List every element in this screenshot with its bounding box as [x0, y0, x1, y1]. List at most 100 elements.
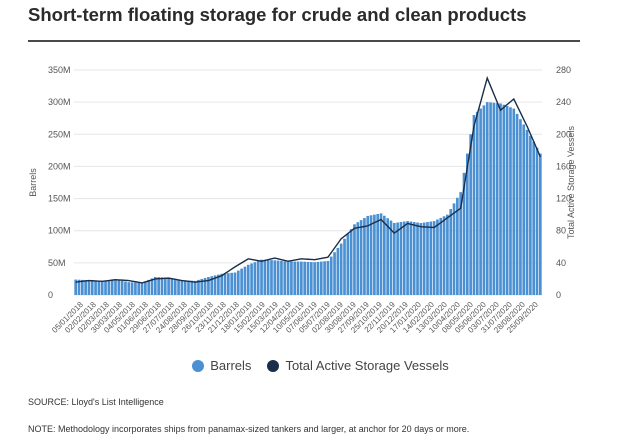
- bar: [283, 261, 287, 295]
- legend-item-vessels[interactable]: Total Active Storage Vessels: [267, 358, 449, 373]
- bar: [270, 260, 273, 296]
- bar: [392, 223, 396, 295]
- bar: [339, 243, 343, 295]
- y2-tick-label: 0: [556, 290, 561, 300]
- bar: [303, 261, 307, 295]
- y-axis-title: Barrels: [28, 168, 38, 197]
- bar: [505, 106, 509, 295]
- y2-tick-label: 40: [556, 258, 566, 268]
- bar: [416, 222, 419, 295]
- bar: [163, 277, 167, 295]
- bar: [124, 281, 127, 295]
- bar: [379, 213, 383, 295]
- bar: [389, 220, 393, 295]
- bar: [319, 261, 323, 295]
- bar: [512, 108, 516, 295]
- bar: [293, 261, 297, 295]
- title-rule: [28, 40, 580, 42]
- y-tick-label: 350M: [48, 65, 71, 75]
- legend-swatch-vessels: [267, 359, 280, 372]
- bar: [472, 115, 476, 295]
- bar: [402, 221, 406, 295]
- legend-item-barrels[interactable]: Barrels: [192, 358, 251, 373]
- bar: [336, 247, 340, 295]
- bar: [117, 280, 121, 295]
- bar: [462, 172, 466, 295]
- bar: [333, 252, 336, 295]
- bar: [220, 273, 224, 295]
- bar: [107, 280, 111, 295]
- bar: [492, 102, 496, 295]
- bar: [329, 256, 333, 295]
- bar: [177, 279, 180, 295]
- bar: [170, 278, 174, 295]
- y2-tick-label: 160: [556, 161, 571, 171]
- bar: [233, 272, 237, 295]
- bar: [140, 282, 144, 295]
- bar: [353, 224, 356, 295]
- bar: [406, 221, 409, 295]
- bar: [386, 218, 389, 295]
- bar: [87, 280, 91, 295]
- bar: [359, 220, 363, 295]
- bar: [522, 124, 526, 295]
- y2-tick-label: 280: [556, 65, 571, 75]
- bar: [137, 282, 141, 296]
- bar: [97, 280, 101, 295]
- bar: [203, 277, 207, 295]
- legend-label-vessels: Total Active Storage Vessels: [285, 358, 449, 373]
- bar: [485, 102, 489, 295]
- bar: [509, 107, 512, 295]
- bar: [94, 280, 97, 295]
- bar: [376, 214, 380, 295]
- bar: [323, 261, 326, 295]
- bar: [236, 270, 240, 295]
- bar: [173, 278, 177, 295]
- bar: [300, 261, 303, 295]
- bar: [217, 274, 220, 295]
- bar: [223, 273, 227, 295]
- y-tick-label: 50M: [48, 258, 66, 268]
- bar: [250, 263, 253, 295]
- bar: [77, 279, 81, 295]
- y-tick-label: 300M: [48, 97, 71, 107]
- bar: [104, 280, 107, 295]
- bar: [230, 272, 233, 295]
- bar: [243, 266, 247, 295]
- bar: [296, 261, 300, 295]
- bar: [187, 280, 190, 295]
- bar: [515, 113, 519, 296]
- bar: [210, 276, 214, 295]
- y2-tick-label: 240: [556, 97, 571, 107]
- bar: [419, 223, 423, 295]
- bar: [197, 279, 200, 295]
- bar: [366, 215, 370, 295]
- bar: [273, 260, 277, 295]
- bar: [499, 103, 502, 296]
- bar: [396, 222, 399, 295]
- bar: [439, 217, 443, 295]
- bar: [532, 141, 536, 295]
- bar: [456, 197, 459, 295]
- bar: [246, 264, 250, 295]
- y-tick-label: 0: [48, 290, 53, 300]
- chart-canvas: 0 0 50M 40 100M 80 150M 120 200M 160 250M 200 300M 24…: [28, 65, 576, 335]
- bar: [276, 260, 280, 295]
- bar: [144, 281, 147, 295]
- bar: [409, 221, 413, 295]
- bar: [200, 278, 204, 295]
- bar: [529, 135, 532, 295]
- bar: [167, 277, 170, 295]
- bar: [256, 260, 260, 295]
- bar: [459, 192, 463, 295]
- bar: [134, 282, 137, 295]
- bar: [84, 280, 87, 295]
- bar: [90, 280, 94, 296]
- bar: [260, 259, 263, 295]
- bar: [442, 216, 446, 295]
- bar: [80, 279, 84, 295]
- bar: [286, 261, 290, 295]
- bar: [539, 153, 542, 295]
- bar: [120, 280, 124, 295]
- bar: [349, 229, 353, 295]
